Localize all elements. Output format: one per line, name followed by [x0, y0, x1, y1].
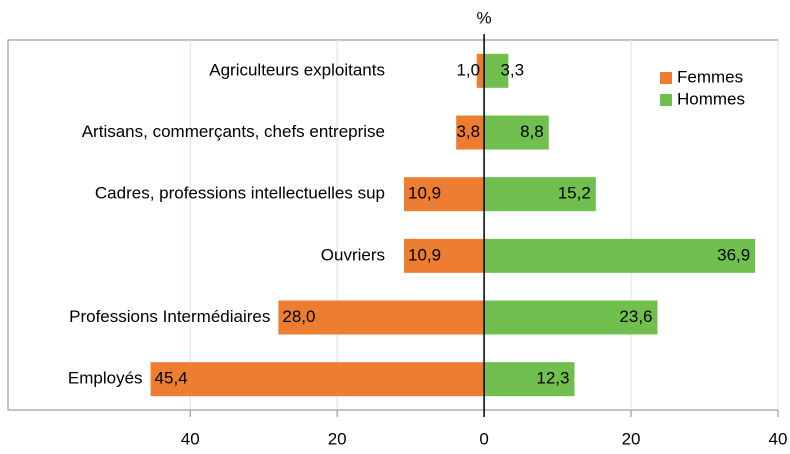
- bar: [404, 238, 485, 273]
- category-label: Ouvriers: [321, 245, 385, 264]
- bar: [484, 177, 596, 212]
- category-label: Agriculteurs exploitants: [209, 60, 385, 79]
- bar: [484, 53, 509, 88]
- value-label: 3,3: [500, 60, 524, 79]
- value-label: 23,6: [619, 307, 652, 326]
- legend-swatch: [660, 72, 672, 84]
- value-label: 10,9: [408, 184, 441, 203]
- x-tick-label: 0: [479, 429, 488, 448]
- bar: [484, 300, 658, 335]
- x-tick-label: 40: [181, 429, 200, 448]
- value-label: 3,8: [456, 122, 480, 141]
- value-label: 28,0: [282, 307, 315, 326]
- category-label: Professions Intermédiaires: [69, 307, 270, 326]
- value-label: 10,9: [408, 245, 441, 264]
- bar: [484, 115, 549, 150]
- category-label: Employés: [68, 369, 143, 388]
- bar: [404, 177, 485, 212]
- x-tick-label: 40: [769, 429, 788, 448]
- value-label: 1,0: [456, 60, 480, 79]
- category-label: Cadres, professions intellectuelles sup: [95, 184, 385, 203]
- legend-label: Femmes: [677, 67, 743, 86]
- bar: [476, 53, 485, 88]
- legend-label: Hommes: [677, 89, 745, 108]
- value-label: 36,9: [717, 245, 750, 264]
- bar: [484, 238, 756, 273]
- legend-swatch: [660, 94, 672, 106]
- value-label: 8,8: [520, 122, 544, 141]
- value-label: 12,3: [536, 369, 569, 388]
- bar: [484, 362, 575, 397]
- x-tick-label: 20: [328, 429, 347, 448]
- bar: [456, 115, 485, 150]
- value-label: 45,4: [155, 369, 188, 388]
- bar: [278, 300, 485, 335]
- value-label: 15,2: [558, 184, 591, 203]
- category-label: Artisans, commerçants, chefs entreprise: [82, 122, 385, 141]
- axis-title: %: [476, 8, 491, 27]
- x-tick-label: 20: [622, 429, 641, 448]
- bar: [150, 362, 485, 397]
